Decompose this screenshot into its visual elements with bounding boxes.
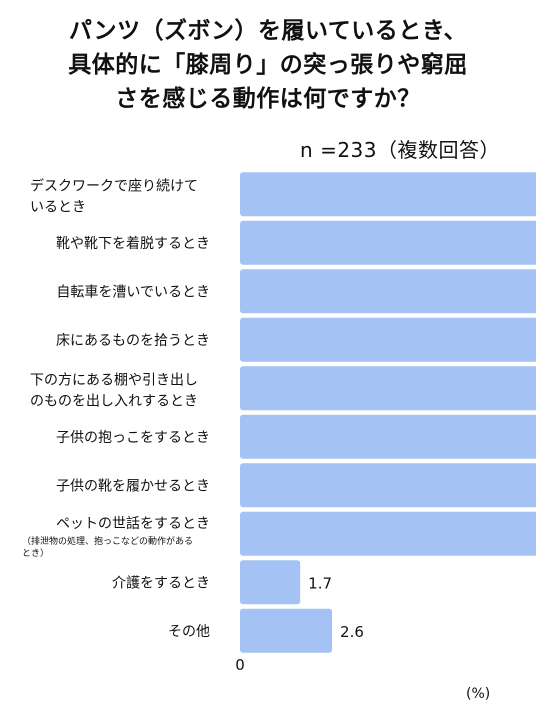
bar [240, 560, 301, 605]
category-label: その他 [168, 624, 210, 640]
category-label: 自転車を漕いでいるとき [56, 283, 210, 300]
bar [240, 269, 536, 314]
bar [240, 463, 536, 508]
category-label: デスクワークで座り続けて [30, 177, 198, 194]
category-label: 子供の靴を履かせるとき [56, 478, 210, 494]
x-axis-unit: (%) [466, 686, 491, 702]
category-label: 子供の抱っこをするとき [56, 430, 210, 446]
category-label: 靴や靴下を着脱するとき [56, 236, 210, 252]
category-label: 床にあるものを拾うとき [56, 333, 210, 349]
category-note: （排泄物の処理、抱っこなどの動作がある [22, 535, 193, 547]
category-note: とき） [22, 548, 49, 559]
chart-title: パンツ（ズボン）を履いているとき、 具体的に「膝周り」の突っ張りや窮屈 さを感じ… [0, 14, 536, 116]
value-label: 2.6 [340, 623, 364, 641]
category-label: のものを出し入れするとき [30, 393, 198, 409]
category-label: 介護をするとき [112, 575, 210, 591]
bar [240, 511, 536, 556]
title-line-2: 具体的に「膝周り」の突っ張りや窮屈 [68, 52, 468, 78]
value-label: 1.7 [308, 574, 332, 592]
category-label: いるとき [30, 199, 86, 215]
bar [240, 317, 536, 362]
bar [240, 414, 536, 459]
category-label: 下の方にある棚や引き出し [30, 372, 198, 388]
bar [240, 172, 536, 217]
sample-size-note: n =233（複数回答） [300, 138, 500, 162]
title-line-1: パンツ（ズボン）を履いているとき、 [68, 18, 468, 44]
title-line-3: さを感じる動作は何ですか？ [115, 86, 421, 112]
x-tick-label: 0 [235, 656, 245, 674]
category-label: ペットの世話をするとき [56, 515, 210, 532]
bar [240, 608, 333, 653]
bar [240, 366, 536, 411]
bar [240, 220, 536, 265]
